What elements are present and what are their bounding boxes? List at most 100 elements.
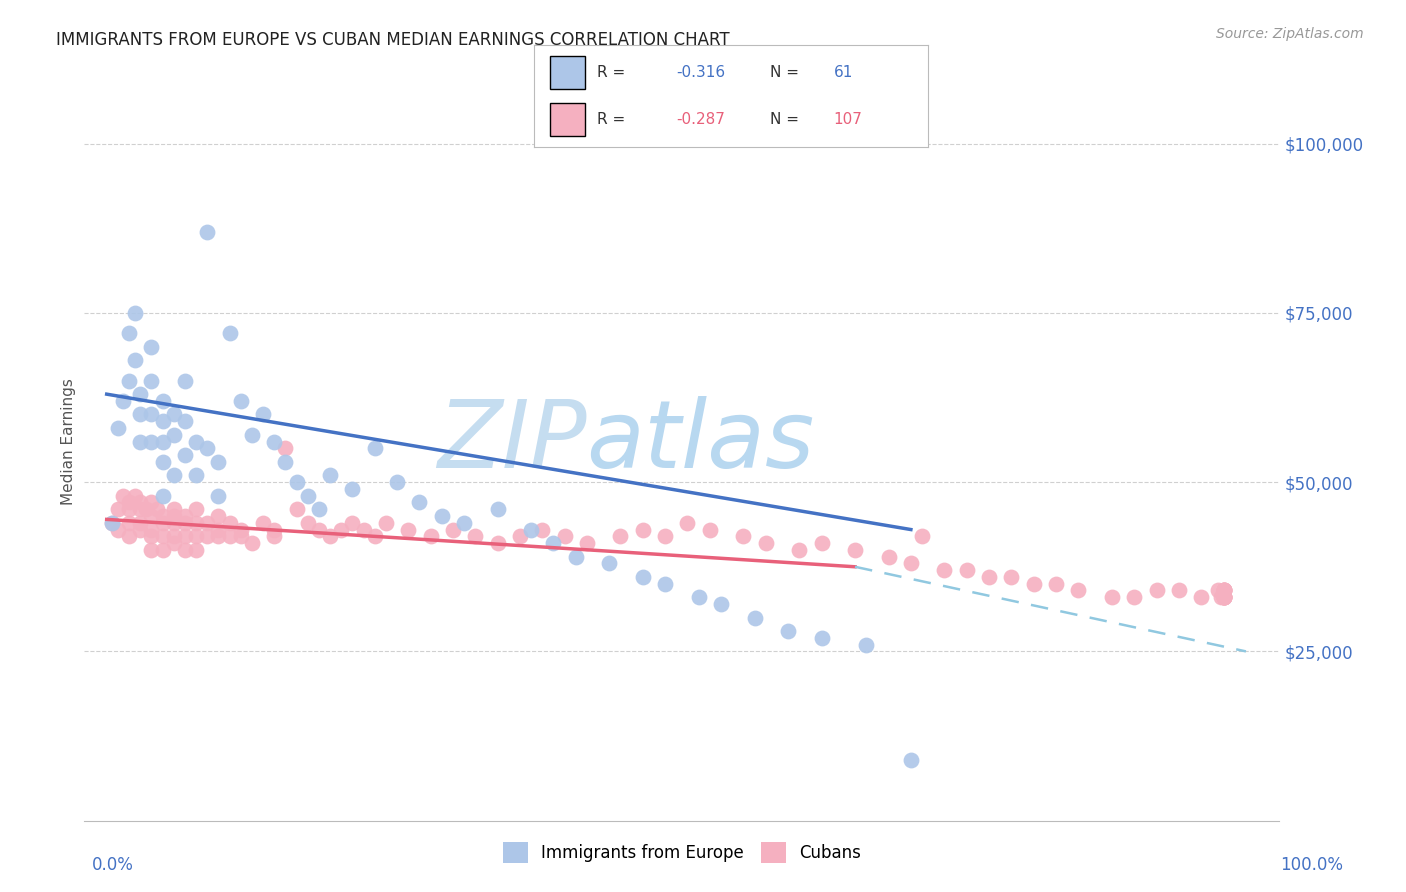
- Point: [152, 516, 174, 530]
- Text: IMMIGRANTS FROM EUROPE VS CUBAN MEDIAN EARNINGS CORRELATION CHART: IMMIGRANTS FROM EUROPE VS CUBAN MEDIAN E…: [56, 31, 730, 49]
- Point: [1000, 570, 1022, 584]
- Point: [240, 427, 263, 442]
- Point: [900, 557, 922, 571]
- Point: [118, 502, 141, 516]
- Point: [598, 557, 620, 571]
- Point: [173, 516, 195, 530]
- Point: [1212, 591, 1234, 605]
- Point: [787, 542, 810, 557]
- Point: [152, 434, 174, 449]
- Point: [141, 434, 163, 449]
- Point: [129, 516, 152, 530]
- Point: [141, 508, 163, 523]
- Point: [173, 374, 195, 388]
- Text: 107: 107: [834, 112, 862, 127]
- Point: [353, 523, 375, 537]
- Point: [1168, 583, 1191, 598]
- Point: [297, 489, 319, 503]
- Legend: Immigrants from Europe, Cubans: Immigrants from Europe, Cubans: [496, 836, 868, 869]
- Point: [129, 523, 152, 537]
- Point: [419, 529, 441, 543]
- Point: [688, 591, 710, 605]
- Point: [173, 529, 195, 543]
- Point: [609, 529, 631, 543]
- Point: [252, 408, 274, 422]
- Point: [146, 502, 169, 516]
- Point: [1022, 576, 1045, 591]
- Point: [195, 516, 218, 530]
- Point: [195, 225, 218, 239]
- Point: [207, 489, 229, 503]
- Point: [184, 434, 207, 449]
- Point: [844, 542, 866, 557]
- Point: [107, 523, 129, 537]
- Text: atlas: atlas: [586, 396, 814, 487]
- Point: [1123, 591, 1146, 605]
- Text: Source: ZipAtlas.com: Source: ZipAtlas.com: [1216, 27, 1364, 41]
- Point: [464, 529, 486, 543]
- Point: [129, 495, 152, 509]
- Point: [112, 489, 135, 503]
- Point: [240, 536, 263, 550]
- FancyBboxPatch shape: [550, 103, 585, 136]
- Point: [163, 468, 186, 483]
- Point: [101, 516, 124, 530]
- Point: [229, 393, 252, 408]
- Point: [565, 549, 588, 564]
- Point: [263, 529, 285, 543]
- Point: [342, 482, 364, 496]
- Point: [520, 523, 543, 537]
- Point: [207, 508, 229, 523]
- Point: [124, 353, 146, 368]
- Point: [163, 408, 186, 422]
- Point: [163, 529, 186, 543]
- Point: [218, 516, 240, 530]
- Point: [118, 374, 141, 388]
- Point: [112, 393, 135, 408]
- Point: [152, 455, 174, 469]
- Point: [676, 516, 699, 530]
- Point: [152, 542, 174, 557]
- Point: [364, 529, 387, 543]
- Point: [184, 542, 207, 557]
- Text: ZIP: ZIP: [437, 396, 586, 487]
- Point: [152, 489, 174, 503]
- Point: [1212, 591, 1234, 605]
- Point: [163, 502, 186, 516]
- Point: [810, 631, 832, 645]
- Point: [453, 516, 475, 530]
- Point: [195, 442, 218, 456]
- Point: [441, 523, 464, 537]
- Point: [129, 434, 152, 449]
- Point: [699, 523, 721, 537]
- Text: R =: R =: [598, 112, 630, 127]
- Point: [118, 495, 141, 509]
- Point: [118, 529, 141, 543]
- Point: [554, 529, 576, 543]
- Point: [141, 523, 163, 537]
- Point: [308, 523, 330, 537]
- Point: [430, 508, 453, 523]
- Text: -0.287: -0.287: [676, 112, 725, 127]
- Point: [631, 570, 654, 584]
- Point: [385, 475, 408, 490]
- Point: [631, 523, 654, 537]
- Point: [252, 516, 274, 530]
- Point: [184, 502, 207, 516]
- Text: N =: N =: [770, 112, 804, 127]
- Point: [1212, 583, 1234, 598]
- Point: [207, 523, 229, 537]
- FancyBboxPatch shape: [550, 56, 585, 88]
- Point: [330, 523, 353, 537]
- Point: [163, 427, 186, 442]
- Point: [744, 610, 766, 624]
- Point: [308, 502, 330, 516]
- Point: [396, 523, 419, 537]
- Point: [654, 529, 676, 543]
- Point: [141, 542, 163, 557]
- Point: [207, 455, 229, 469]
- Point: [152, 508, 174, 523]
- Point: [956, 563, 979, 577]
- Point: [810, 536, 832, 550]
- Point: [342, 516, 364, 530]
